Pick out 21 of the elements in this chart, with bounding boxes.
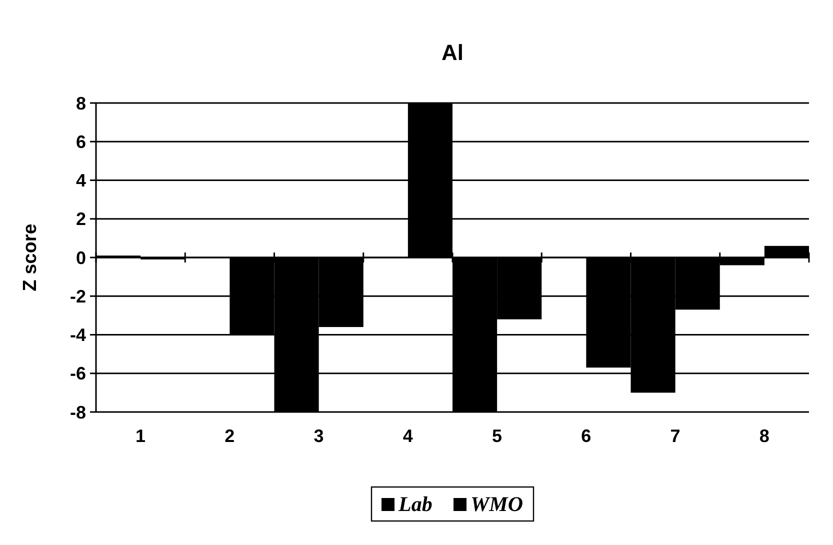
y-tick-label: 2 — [76, 209, 86, 230]
y-axis-title: Z score — [20, 224, 41, 292]
y-tick-label: 4 — [76, 170, 86, 191]
x-tick-label: 1 — [136, 426, 146, 446]
x-tick-label: 3 — [314, 426, 324, 446]
y-tick-label: -8 — [70, 402, 86, 422]
y-tick-label: -6 — [70, 364, 86, 384]
chart-title: Al — [442, 40, 464, 65]
x-tick-label: 8 — [759, 426, 770, 446]
y-tick-label: 8 — [76, 93, 86, 114]
y-tick-label: -4 — [70, 325, 86, 346]
y-tick-label: 6 — [76, 132, 86, 152]
x-tick-label: 7 — [670, 426, 680, 446]
y-tick-label: -2 — [70, 286, 86, 306]
x-tick-label: 2 — [224, 426, 235, 446]
y-tick-label: 0 — [76, 248, 86, 268]
legend-label: WMO — [470, 492, 524, 516]
x-tick-label: 5 — [492, 426, 502, 446]
x-tick-label: 4 — [402, 426, 413, 446]
x-tick-label: 6 — [581, 426, 592, 446]
legend-label: Lab — [398, 492, 432, 516]
